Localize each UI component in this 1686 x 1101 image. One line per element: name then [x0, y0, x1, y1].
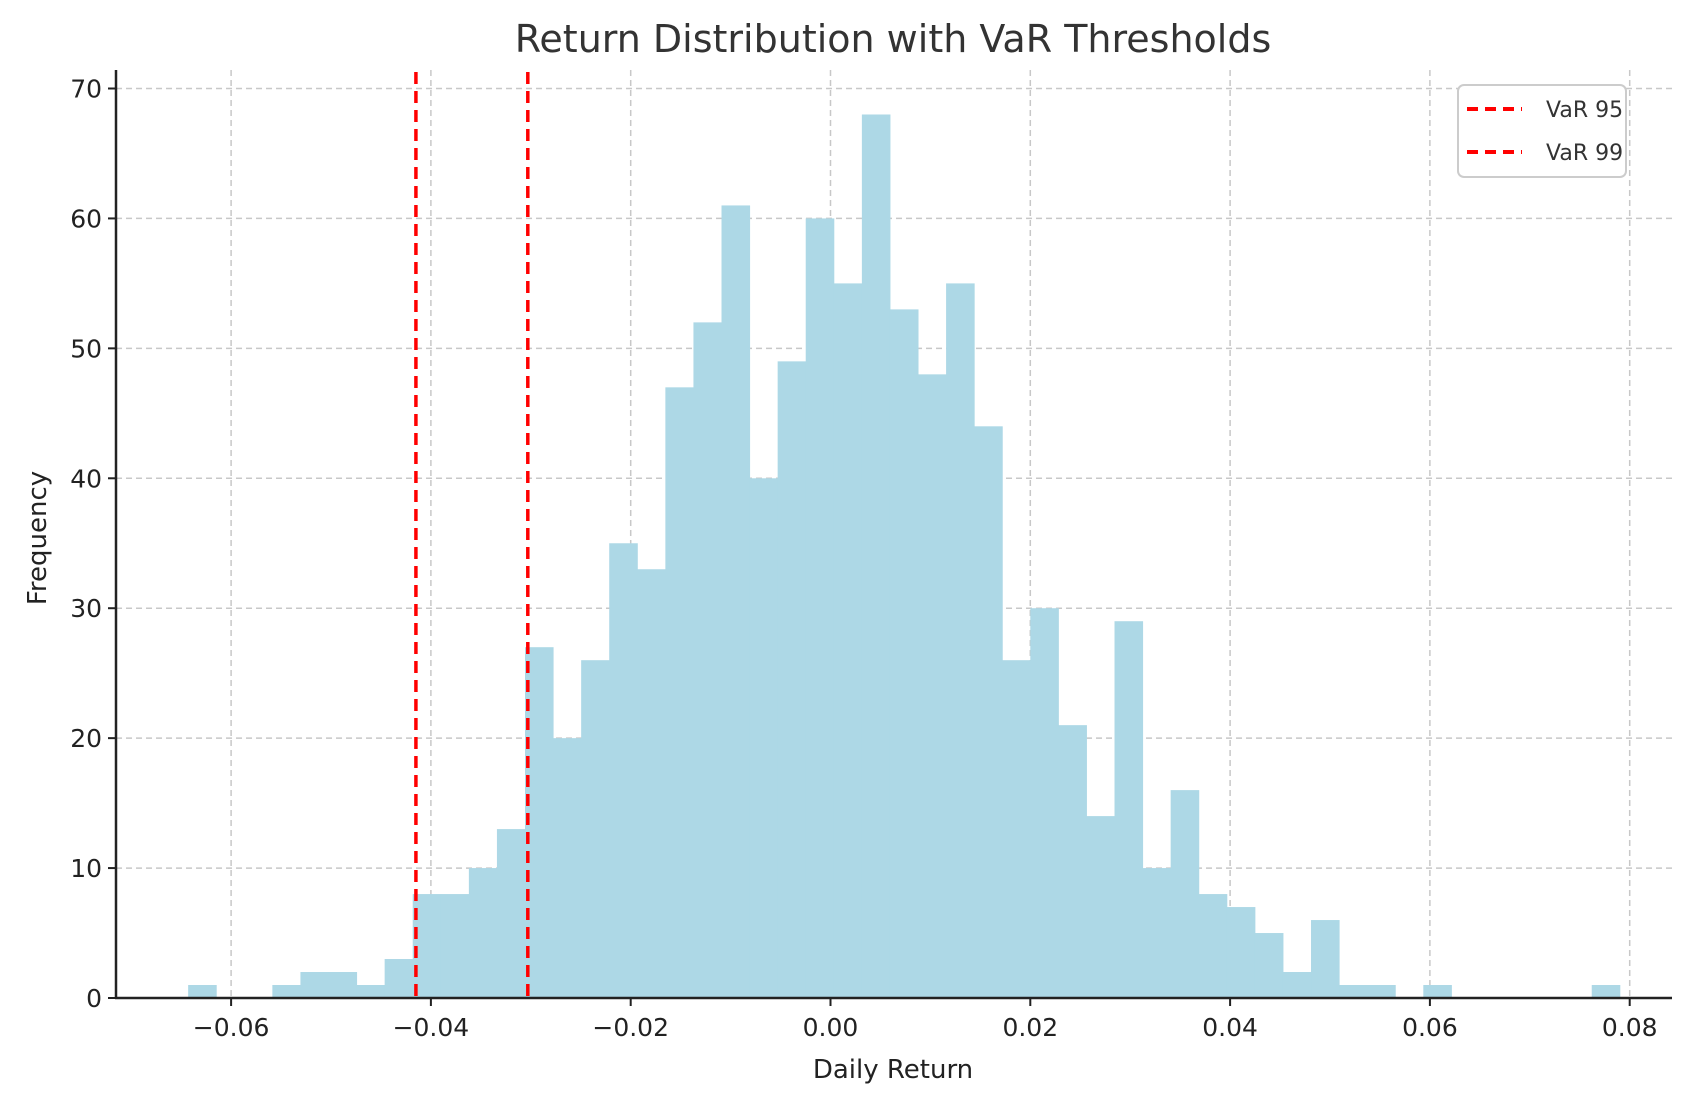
histogram-bar: [440, 894, 470, 998]
histogram-bar: [861, 114, 891, 998]
histogram-bar: [188, 985, 217, 998]
x-tick-label: 0.02: [1002, 1013, 1058, 1042]
histogram-bar: [1282, 972, 1312, 998]
histogram-bar: [496, 829, 526, 998]
y-tick-label: 20: [70, 724, 102, 753]
histogram-bars: [188, 114, 1621, 999]
histogram-bar: [833, 283, 863, 999]
histogram-bar: [1367, 985, 1396, 998]
histogram-bar: [1226, 907, 1256, 998]
histogram-bar: [609, 543, 638, 998]
legend-var95-label: VaR 95: [1546, 98, 1623, 123]
histogram-bar: [468, 868, 498, 998]
histogram-bar: [1086, 816, 1116, 998]
histogram-bar: [777, 361, 807, 999]
histogram-bar: [889, 309, 919, 999]
histogram-bar: [272, 985, 301, 998]
histogram-bar: [1170, 790, 1200, 998]
histogram-bar: [946, 283, 975, 999]
histogram-bar: [1591, 985, 1621, 998]
histogram-bar: [1030, 608, 1059, 998]
histogram-bar: [1002, 660, 1031, 998]
legend-box: [1457, 84, 1627, 178]
chart-title: Return Distribution with VaR Thresholds: [515, 17, 1272, 61]
x-tick-label: 0.06: [1402, 1013, 1458, 1042]
x-tick-label: 0.08: [1602, 1013, 1658, 1042]
histogram-bar: [356, 985, 386, 998]
histogram-bar: [721, 205, 751, 998]
axes: −0.06 −0.04 −0.02 0.00 0.02 0.04 0.06 0.08 0 10 20…: [70, 70, 1672, 1042]
x-axis-label: Daily Return: [813, 1055, 973, 1085]
histogram-bar: [1254, 933, 1284, 998]
histogram-bar: [749, 478, 779, 998]
histogram-bar: [328, 972, 358, 998]
y-tick-label: 70: [70, 75, 102, 104]
histogram-bar: [300, 972, 330, 998]
histogram-bar: [918, 374, 947, 998]
histogram-bar: [1339, 985, 1368, 998]
histogram-bar: [974, 426, 1003, 998]
legend: VaR 95 VaR 99: [1457, 84, 1627, 178]
histogram-bar: [581, 660, 610, 998]
histogram-bar: [525, 647, 554, 998]
histogram-bar: [637, 569, 666, 998]
y-tick-label: 40: [70, 464, 102, 493]
histogram-bar: [384, 959, 414, 998]
histogram-bar: [1058, 725, 1087, 998]
y-axis-label: Frequency: [23, 471, 53, 605]
y-tick-label: 30: [70, 594, 102, 623]
histogram-bar: [1198, 894, 1228, 998]
x-tick-label: 0.00: [803, 1013, 859, 1042]
histogram-bar: [1142, 868, 1172, 998]
y-tick-label: 0: [86, 984, 102, 1013]
x-tick-label: −0.06: [193, 1013, 270, 1042]
x-tick-label: −0.04: [393, 1013, 470, 1042]
histogram-bar: [553, 738, 582, 998]
x-tick-label: 0.04: [1202, 1013, 1258, 1042]
legend-var99-label: VaR 99: [1546, 141, 1623, 166]
histogram-bar: [805, 218, 835, 998]
y-tick-label: 60: [70, 204, 102, 233]
x-tick-label: −0.02: [592, 1013, 669, 1042]
histogram-bar: [1423, 985, 1452, 998]
y-tick-label: 10: [70, 854, 102, 883]
histogram-bar: [1311, 920, 1340, 998]
y-tick-label: 50: [70, 334, 102, 363]
var-lines: [414, 72, 530, 998]
histogram-bar: [1114, 621, 1144, 998]
histogram-bar: [693, 322, 723, 998]
histogram-bar: [665, 387, 694, 999]
